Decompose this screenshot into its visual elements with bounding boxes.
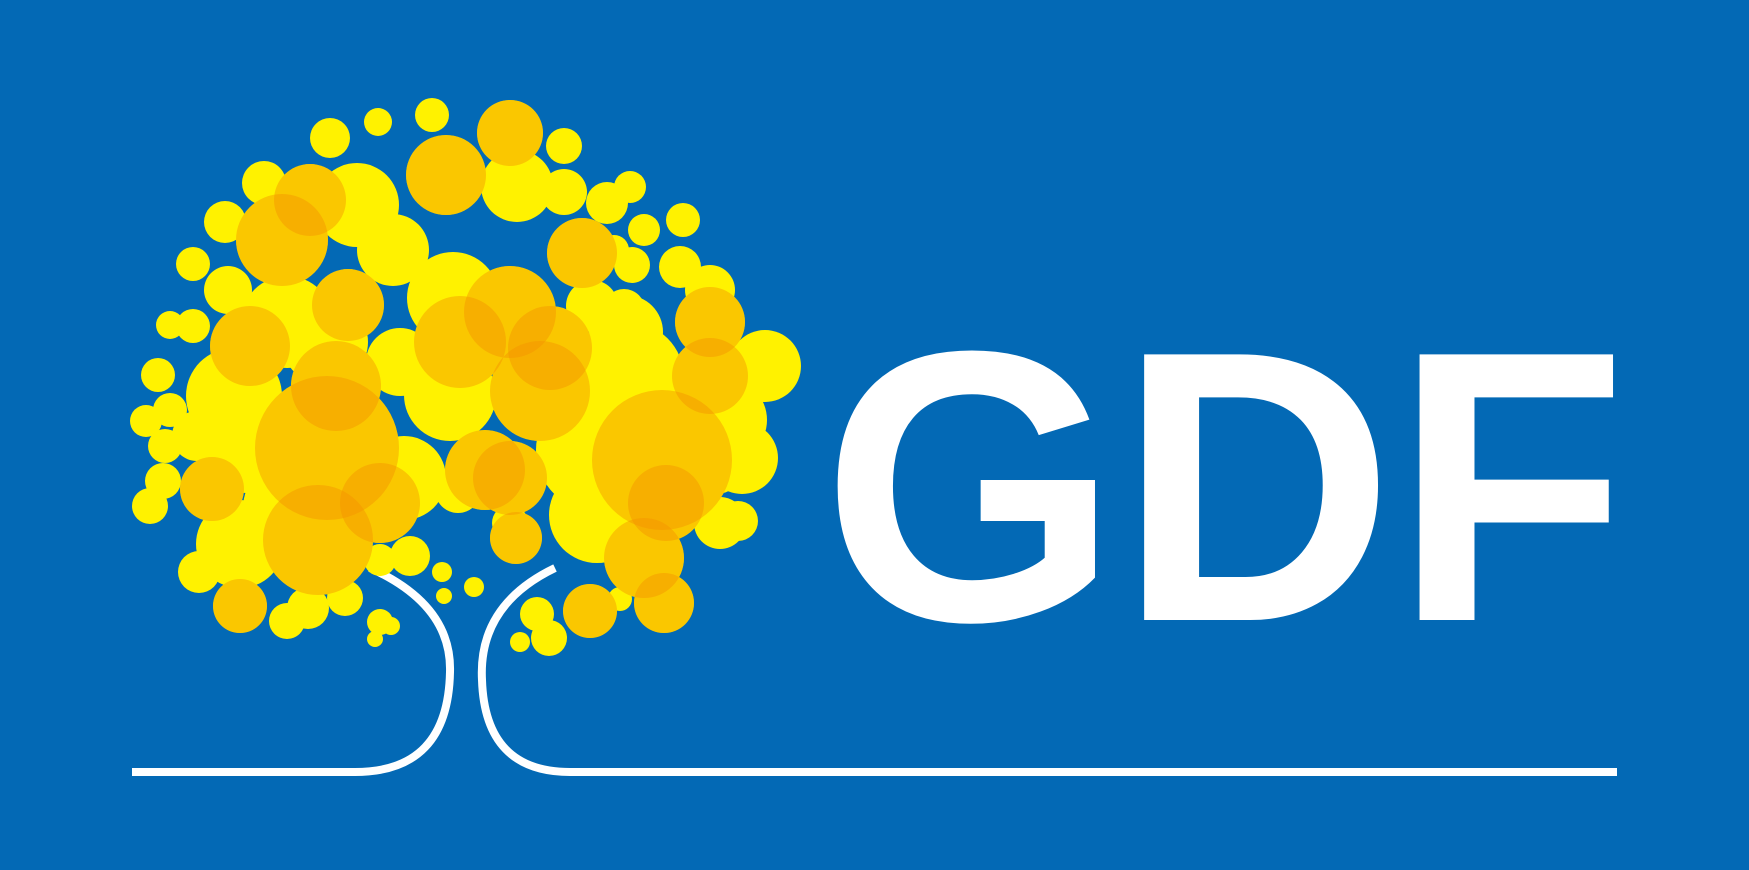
blossom-circle xyxy=(406,135,486,215)
blossom-overlap xyxy=(213,579,267,633)
tree-trunk-icon xyxy=(132,564,1617,776)
blossom-circle xyxy=(415,98,449,132)
blossom-circle xyxy=(204,201,246,243)
blossom-circle xyxy=(628,214,660,246)
blossom-overlap xyxy=(255,376,399,520)
blossom-circle xyxy=(148,429,182,463)
blossom-circle xyxy=(287,587,329,629)
blossom-circle xyxy=(510,632,530,652)
blossom-circle xyxy=(586,182,628,224)
blossom-overlap xyxy=(634,573,694,633)
blossom-overlap xyxy=(274,164,346,236)
blossom-overlap xyxy=(312,269,384,341)
blossom-overlap xyxy=(675,287,745,357)
blossom-overlap xyxy=(406,135,486,215)
blossom-circle xyxy=(213,579,267,633)
blossom-circle xyxy=(364,108,392,136)
blossom-circle xyxy=(432,562,452,582)
blossom-overlap xyxy=(414,296,506,388)
blossom-circle xyxy=(178,551,220,593)
blossom-overlap xyxy=(445,430,525,510)
blossom-circle xyxy=(236,194,328,286)
blossom-circle xyxy=(492,505,528,541)
blossom-circle xyxy=(364,544,396,576)
blossom-overlap xyxy=(477,100,543,166)
blossom-circle xyxy=(675,287,745,357)
blossom-overlap xyxy=(490,512,542,564)
blossom-circle xyxy=(132,488,168,524)
blossom-circle xyxy=(156,311,184,339)
blossom-circle xyxy=(141,358,175,392)
blossom-circle xyxy=(176,309,210,343)
blossom-circle xyxy=(464,577,484,597)
blossom-circle xyxy=(310,118,350,158)
blossom-overlap xyxy=(563,584,617,638)
blossom-circle xyxy=(563,584,617,638)
blossom-overlap xyxy=(340,463,420,543)
blossom-circle xyxy=(481,150,553,222)
blossom-circle xyxy=(390,536,430,576)
blossom-overlap xyxy=(291,341,381,431)
blossom-overlap xyxy=(236,194,328,286)
blossom-circle xyxy=(666,203,700,237)
blossom-circle xyxy=(436,588,452,604)
logo-wordmark: GDF xyxy=(822,271,1627,702)
blossom-overlap xyxy=(604,518,684,598)
blossom-circle xyxy=(477,100,543,166)
blossom-overlap xyxy=(547,218,617,288)
blossom-circle xyxy=(357,214,429,286)
blossom-circle xyxy=(634,573,694,633)
blossom-circle xyxy=(541,169,587,215)
blossom-circle xyxy=(531,620,567,656)
blossom-overlap xyxy=(263,485,373,595)
blossom-circle xyxy=(263,485,373,595)
blossom-circle xyxy=(693,446,741,494)
blossom-circle xyxy=(599,235,629,265)
blossom-circle xyxy=(547,218,617,288)
blossom-overlap xyxy=(210,306,290,386)
blossom-overlap xyxy=(473,441,547,515)
blossom-circle xyxy=(130,405,162,437)
blossom-circle xyxy=(608,587,632,611)
blossom-circle xyxy=(382,617,400,635)
blossom-cluster-icon xyxy=(130,98,801,656)
blossom-overlap xyxy=(628,465,704,541)
blossom-circle xyxy=(546,128,582,164)
blossom-circle xyxy=(204,266,252,314)
blossom-overlap xyxy=(180,457,244,521)
blossom-overlap xyxy=(592,390,732,530)
blossom-circle xyxy=(435,467,481,513)
blossom-circle xyxy=(327,580,363,616)
blossom-circle xyxy=(367,631,383,647)
blossom-overlap xyxy=(672,338,748,414)
blossom-circle xyxy=(473,441,547,515)
blossom-circle xyxy=(726,509,750,533)
blossom-circle xyxy=(404,349,496,441)
blossom-circle xyxy=(176,247,210,281)
blossom-overlap xyxy=(508,306,592,390)
blossom-overlap xyxy=(464,266,556,358)
blossom-overlap xyxy=(490,341,590,441)
